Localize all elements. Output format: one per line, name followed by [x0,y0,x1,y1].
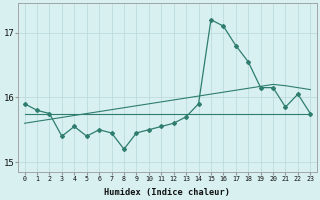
X-axis label: Humidex (Indice chaleur): Humidex (Indice chaleur) [104,188,230,197]
